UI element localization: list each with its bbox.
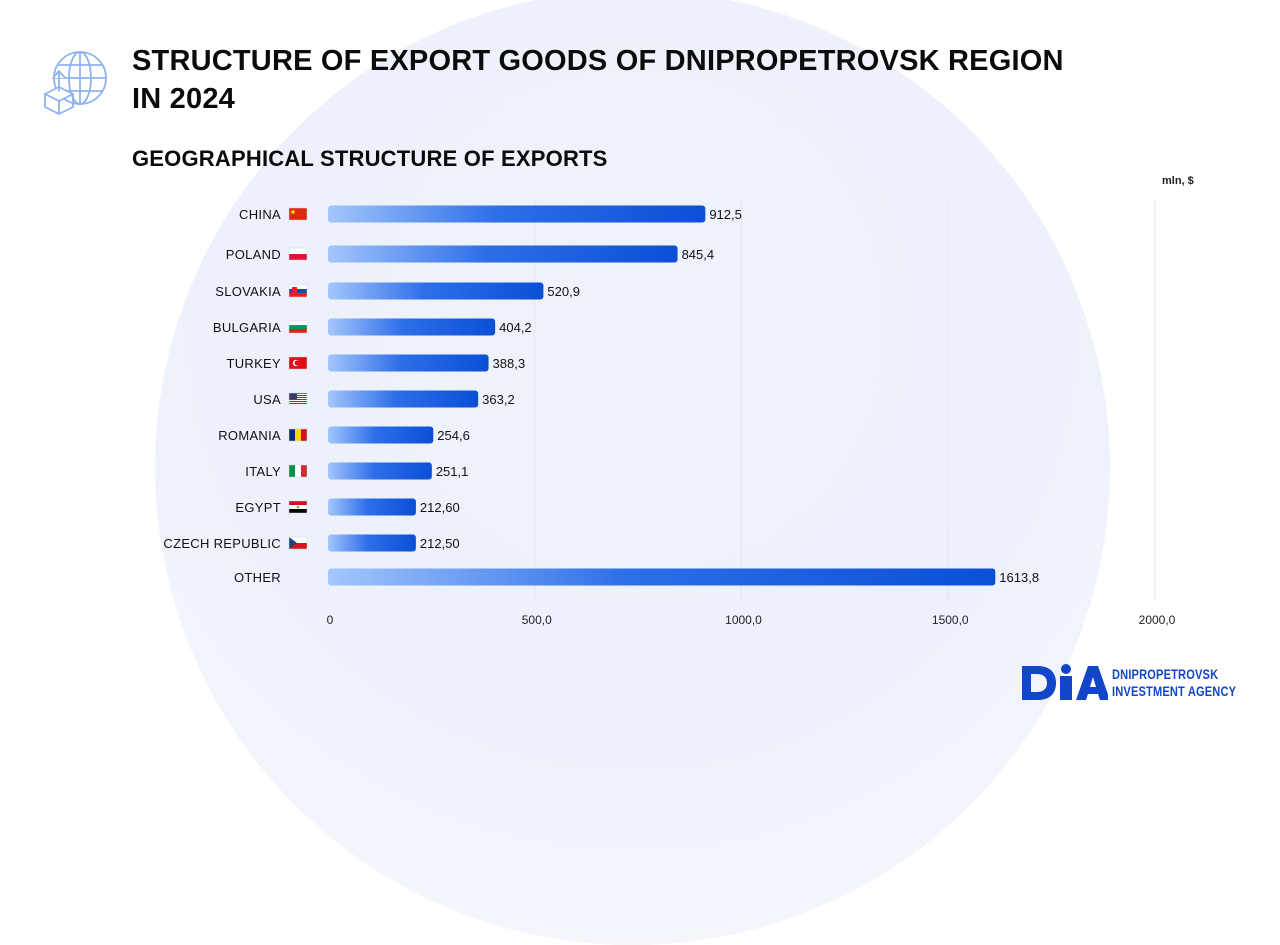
- brand-line-1: DNIPROPETROVSK: [1112, 667, 1219, 682]
- bar: [328, 354, 489, 372]
- bar: [328, 534, 416, 552]
- flag-icon: [288, 356, 308, 370]
- category-label: BULGARIA: [213, 320, 281, 335]
- bar: [328, 498, 416, 516]
- value-label: 251,1: [436, 464, 469, 479]
- value-label: 212,60: [420, 500, 460, 515]
- value-label: 912,5: [709, 207, 742, 222]
- brand-line-2: INVESTMENT AGENCY: [1112, 684, 1237, 699]
- category-label: EGYPT: [235, 500, 281, 515]
- flag-icon: [288, 247, 308, 261]
- bar: [328, 205, 706, 223]
- category-label: ITALY: [245, 464, 281, 479]
- page-title: STRUCTURE OF EXPORT GOODS OF DNIPROPETRO…: [132, 45, 1064, 115]
- category-label: CZECH REPUBLIC: [163, 536, 281, 551]
- value-label: 845,4: [682, 247, 715, 262]
- flag-icon: [288, 428, 308, 442]
- flag-icon: [288, 536, 308, 550]
- brand-name: DNIPROPETROVSK INVESTMENT AGENCY: [1112, 666, 1236, 700]
- flag-icon: [288, 284, 308, 298]
- bar: [328, 426, 434, 444]
- value-label: 254,6: [437, 428, 470, 443]
- value-label: 212,50: [420, 536, 460, 551]
- bar: [328, 390, 479, 408]
- bar: [328, 245, 678, 263]
- value-label: 520,9: [547, 284, 580, 299]
- bar: [328, 282, 544, 300]
- value-label: 363,2: [482, 392, 515, 407]
- category-label: SLOVAKIA: [215, 284, 281, 299]
- category-label: OTHER: [234, 570, 281, 585]
- chart-subtitle: GEOGRAPHICAL STRUCTURE OF EXPORTS: [132, 146, 608, 171]
- bar: [328, 568, 996, 586]
- x-tick-label: 500,0: [522, 613, 552, 627]
- category-label: TURKEY: [226, 356, 281, 371]
- flag-icon: [288, 207, 308, 221]
- x-tick-label: 2000,0: [1139, 613, 1176, 627]
- category-label: ROMANIA: [218, 428, 281, 443]
- x-tick-label: 1000,0: [725, 613, 762, 627]
- value-label: 404,2: [499, 320, 532, 335]
- flag-icon: [288, 320, 308, 334]
- bar: [328, 462, 432, 480]
- units-label: mln, $: [1162, 175, 1194, 187]
- export-bar-chart: 0 500,0 1000,0 1500,0 2000,0 912,5 CHINA 845,4 P…: [163, 200, 1176, 627]
- dia-logo-mark: [1022, 664, 1108, 700]
- category-label: POLAND: [226, 247, 281, 262]
- value-label: 1613,8: [999, 570, 1039, 585]
- brand-logo: DNIPROPETROVSK INVESTMENT AGENCY: [1022, 660, 1242, 702]
- flag-icon: [288, 500, 308, 514]
- value-label: 388,3: [493, 356, 526, 371]
- flag-icon: [288, 464, 308, 478]
- category-label: USA: [253, 392, 281, 407]
- x-tick-label: 0: [327, 613, 334, 627]
- flag-icon: [288, 392, 308, 406]
- category-label: CHINA: [239, 207, 281, 222]
- globe-export-icon: [44, 51, 107, 115]
- x-tick-label: 1500,0: [932, 613, 969, 627]
- bar: [328, 318, 496, 336]
